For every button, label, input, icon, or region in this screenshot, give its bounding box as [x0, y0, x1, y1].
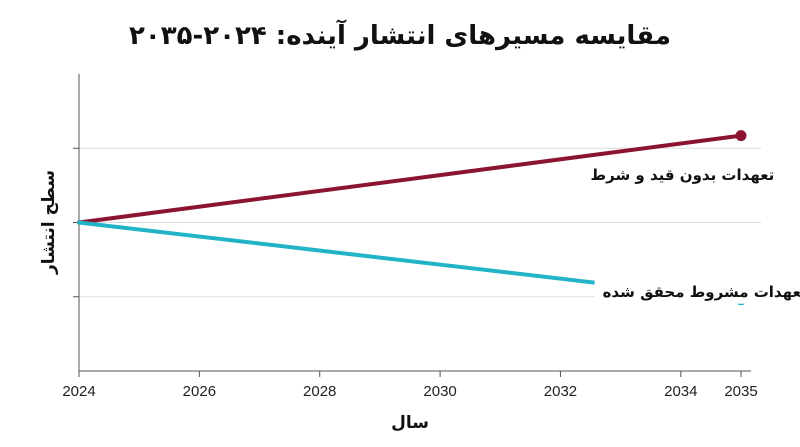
series-layer	[77, 130, 747, 306]
x-tick-label-6: 2035	[724, 383, 757, 400]
x-tick-label-1: 2026	[183, 383, 216, 400]
series-label-1: تعهدات مشروط محقق شده	[603, 283, 800, 301]
x-axis-label: سال	[391, 413, 429, 433]
y-axis-label: سطح انتشار	[39, 170, 59, 275]
series-label-bg-1	[594, 279, 800, 304]
x-tick-label-0: 2024	[62, 383, 95, 400]
series-label-0: تعهدات بدون قید و شرط	[591, 166, 775, 184]
series-label-bg-0	[582, 163, 783, 188]
x-tick-label-5: 2034	[664, 383, 697, 400]
axis-layer: 2024 2026 2028 2030 2032 2034 2035	[62, 74, 758, 400]
series-end-marker-0	[735, 130, 747, 142]
x-tick-label-4: 2032	[544, 383, 577, 400]
x-tick-label-3: 2030	[423, 383, 456, 400]
chart-title: مقایسه مسیرهای انتشار آینده: ۲۰۲۴-۲۰۳۵	[129, 19, 671, 51]
x-tick-label-2: 2028	[303, 383, 336, 400]
label-layer: تعهدات بدون قید و شرط تعهدات مشروط محقق ش…	[582, 163, 800, 304]
series-line-0	[77, 133, 743, 225]
